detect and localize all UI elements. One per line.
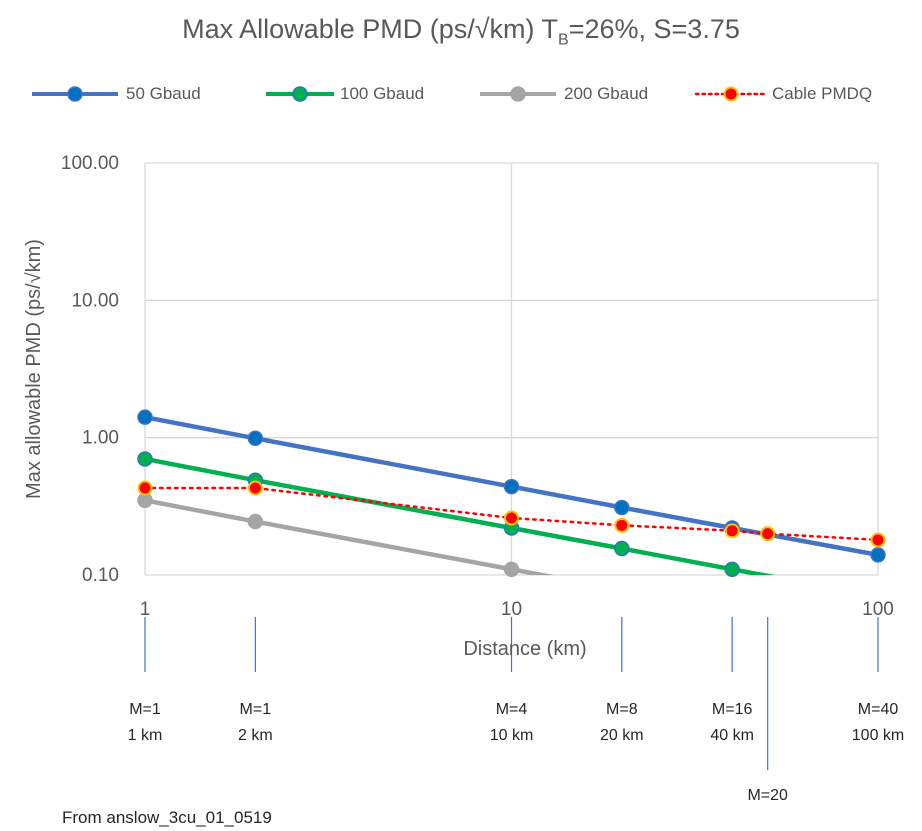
data-point-200-gbaud [247, 513, 264, 530]
chart-title-main: Max Allowable PMD (ps/√km) T [182, 14, 559, 44]
data-point-cable-pmdq [614, 517, 630, 533]
x-tick-label: 100 [862, 599, 894, 620]
data-point-cable-pmdq [504, 510, 519, 526]
legend-label-100-gbaud: 100 Gbaud [340, 84, 425, 103]
y-tick-label: 100.00 [61, 153, 119, 174]
legend-swatch-50-gbaud [32, 86, 118, 102]
data-point-50-gbaud [247, 430, 264, 447]
data-point-cable-pmdq [870, 532, 886, 548]
data-point-cable-pmdq [724, 523, 740, 539]
data-point-cable-pmdq [760, 526, 776, 542]
chart-title-subscript: B [558, 31, 569, 49]
segment-marker-km-label: 20 km [600, 727, 644, 744]
legend-item-200-gbaud: 200 Gbaud [476, 82, 648, 106]
segment-marker-m-label: M=40 [858, 701, 899, 718]
y-tick-label: 0.10 [82, 565, 119, 586]
x-tick-label: 1 [140, 599, 151, 620]
y-tick-labels: 0.10 1.00 10.00 100.00 [61, 153, 119, 586]
source-footnote: From anslow_3cu_01_0519 [62, 808, 272, 827]
segment-marker-m-label: M=1 [240, 701, 272, 718]
pmd-chart-plot: 0.10 1.00 10.00 100.00 1 10 100 M=1 1 km M=1 2 k… [23, 153, 904, 800]
data-point-cable-pmdq [247, 480, 263, 496]
x-tick-label: 10 [501, 599, 522, 620]
segment-marker-100km: M=40 100 km [852, 617, 904, 744]
series-line-200-gbaud [144, 498, 555, 575]
series-group [137, 409, 886, 578]
legend-label-cable-pmdq: Cable PMDQ [772, 84, 873, 103]
data-point-200-gbaud [503, 561, 520, 578]
legend-swatch-cable-pmdq [694, 86, 768, 102]
segment-marker-20km: M=8 20 km [600, 617, 644, 744]
chart-title: Max Allowable PMD (ps/√km) TB=26%, S=3.7… [0, 14, 922, 49]
segment-marker-km-label: 1 km [128, 727, 163, 744]
x-axis-label: Distance (km) [463, 638, 586, 660]
chart-title-rest: =26%, S=3.75 [568, 14, 740, 44]
data-point-50-gbaud [503, 478, 520, 495]
segment-marker-m-label: M=1 [129, 701, 161, 718]
x-tick-labels: 1 10 100 [140, 599, 894, 620]
data-point-100-gbaud [137, 451, 153, 467]
y-axis-label: Max allowable PMD (ps/√km) [23, 239, 45, 499]
legend-label-200-gbaud: 200 Gbaud [564, 84, 649, 103]
data-point-50-gbaud [870, 547, 886, 563]
y-tick-label: 1.00 [82, 428, 119, 449]
y-tick-label: 10.00 [71, 290, 119, 311]
segment-marker-km-label: 10 km [490, 727, 534, 744]
segment-marker-m-label: M=16 [712, 701, 753, 718]
segment-marker-10km: M=4 10 km [490, 617, 534, 744]
segment-marker-m-label: M=4 [496, 701, 528, 718]
segment-marker-2km: M=1 2 km [238, 617, 273, 744]
legend-item-50-gbaud: 50 Gbaud [28, 82, 201, 106]
series-points [137, 409, 886, 578]
series-line-100-gbaud [144, 456, 776, 575]
data-point-cable-pmdq [137, 480, 153, 496]
legend-item-100-gbaud: 100 Gbaud [262, 82, 424, 106]
data-point-100-gbaud [614, 540, 630, 557]
segment-marker-m-label: M=8 [606, 701, 638, 718]
data-point-100-gbaud [724, 561, 740, 578]
segment-marker-km-label: 2 km [238, 727, 273, 744]
series-line-50-gbaud [144, 414, 879, 558]
segment-marker-km-label: 40 km [710, 727, 754, 744]
legend-swatch-100-gbaud [266, 86, 334, 102]
legend-item-cable-pmdq: Cable PMDQ [692, 82, 872, 106]
segment-marker-1km: M=1 1 km [128, 617, 163, 744]
chart-legend: 50 Gbaud 100 Gbaud 200 Gbaud Cable PMDQ [0, 82, 922, 106]
segment-marker-km-label: 100 km [852, 727, 904, 744]
segment-marker-40km: M=16 40 km [710, 617, 754, 744]
segment-marker-m-label: M=20 [747, 787, 788, 800]
data-point-50-gbaud [137, 409, 153, 425]
legend-label-50-gbaud: 50 Gbaud [126, 84, 201, 103]
segment-marker-50km: M=2050 km [747, 617, 788, 800]
legend-swatch-200-gbaud [480, 86, 556, 102]
data-point-50-gbaud [614, 499, 630, 516]
